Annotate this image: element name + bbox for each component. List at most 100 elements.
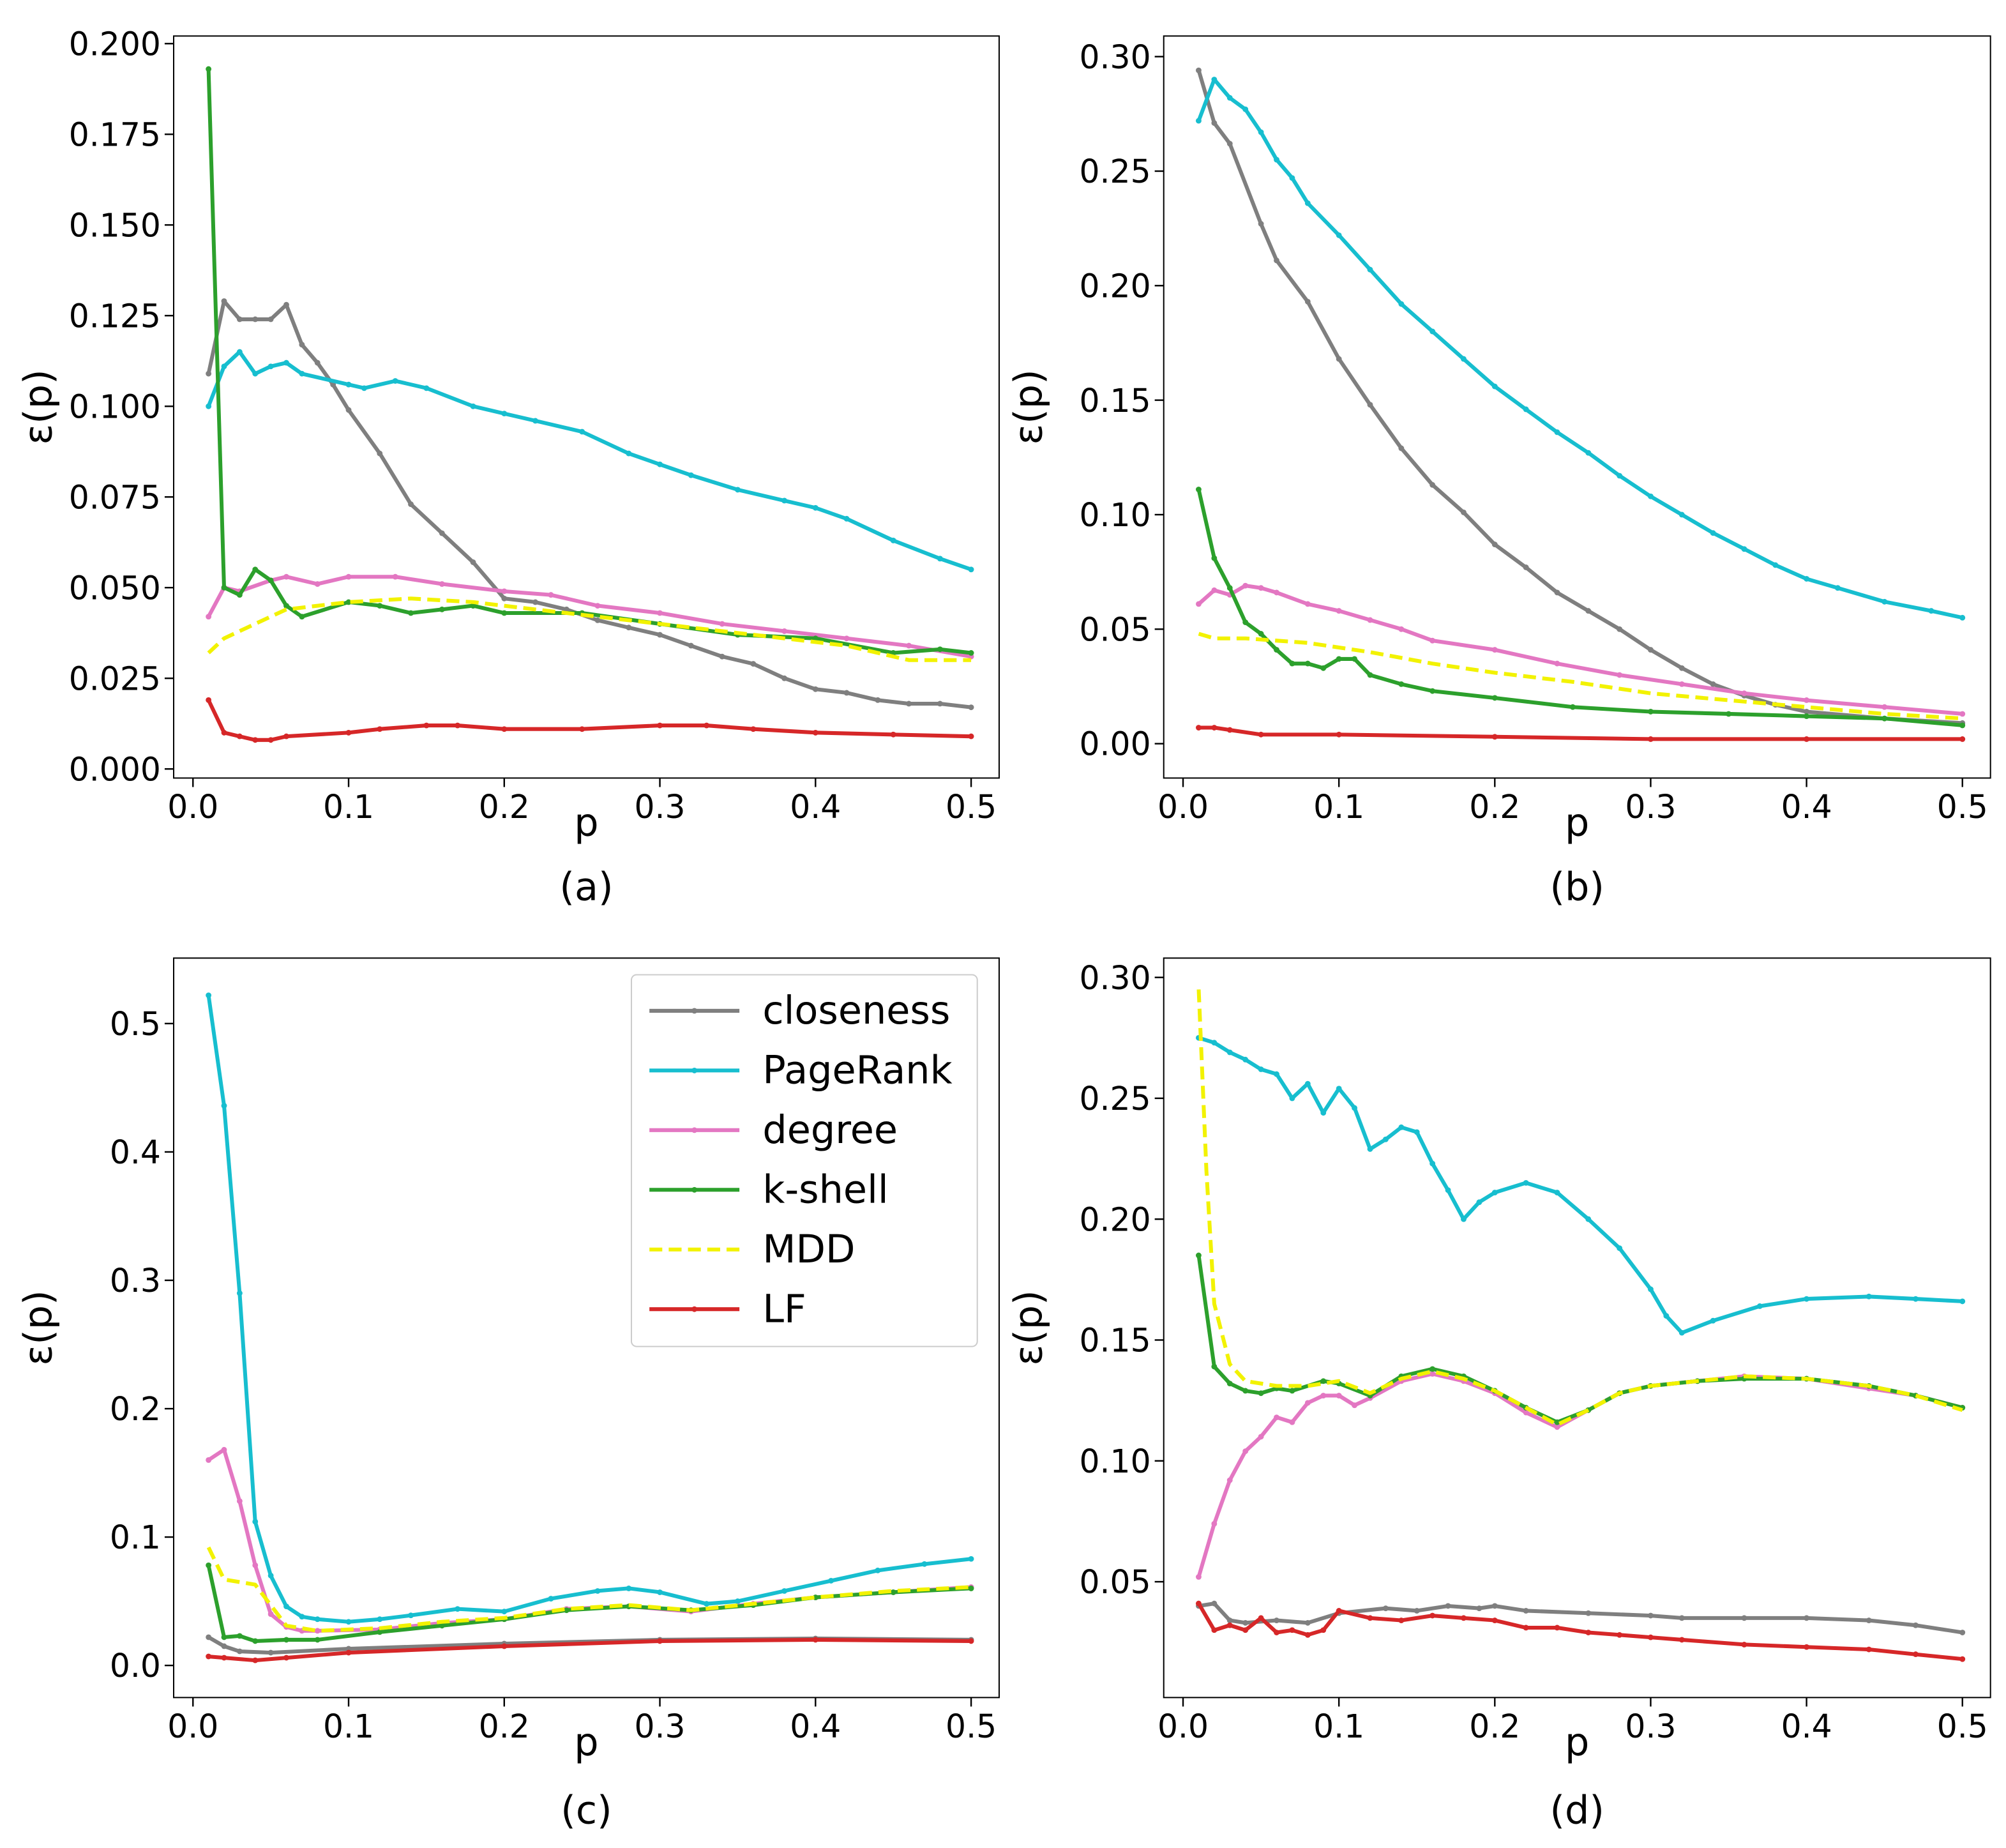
data-point-closeness bbox=[1804, 1615, 1810, 1621]
data-point-pagerank bbox=[236, 349, 243, 355]
data-point-pagerank bbox=[532, 418, 538, 424]
data-point-lf bbox=[1461, 1615, 1467, 1621]
data-point-pagerank bbox=[890, 537, 896, 543]
data-point-closeness bbox=[1491, 1603, 1498, 1609]
data-point-k-shell bbox=[1648, 708, 1654, 715]
data-point-pagerank bbox=[268, 1572, 274, 1579]
subplot-d: 0.0 0.1 0.2 0.3 0.4 0.5 0.05 0.10 0.15 0.20 0.25 0.… bbox=[1006, 957, 1991, 1833]
data-point-degree bbox=[548, 592, 554, 598]
data-point-k-shell bbox=[1320, 665, 1327, 671]
data-point-degree bbox=[1226, 1477, 1233, 1483]
data-point-lf bbox=[890, 731, 896, 738]
data-point-lf bbox=[1491, 1617, 1498, 1624]
x-tick-label: 0.2 bbox=[1469, 1708, 1520, 1745]
data-point-degree bbox=[1336, 608, 1342, 614]
x-tick-label: 0.4 bbox=[790, 788, 841, 826]
data-point-closeness bbox=[1648, 1612, 1654, 1619]
data-point-pagerank bbox=[1663, 1313, 1670, 1319]
data-point-lf bbox=[968, 1638, 974, 1644]
data-point-closeness bbox=[781, 675, 787, 681]
data-point-closeness bbox=[1211, 120, 1218, 126]
data-point-k-shell bbox=[1289, 1388, 1295, 1394]
data-point-pagerank bbox=[1274, 156, 1279, 163]
data-point-closeness bbox=[268, 1649, 274, 1656]
data-point-closeness bbox=[1741, 1615, 1747, 1621]
data-point-closeness bbox=[1304, 1619, 1311, 1626]
data-point-pagerank bbox=[1211, 77, 1218, 82]
data-point-closeness bbox=[1523, 1608, 1529, 1614]
data-point-pagerank bbox=[1648, 1286, 1654, 1292]
data-point-degree bbox=[594, 603, 601, 609]
data-point-pagerank bbox=[875, 1567, 881, 1573]
x-tick-label: 0.3 bbox=[1625, 788, 1676, 826]
data-point-lf bbox=[1429, 1612, 1436, 1619]
data-point-closeness bbox=[1445, 1603, 1451, 1609]
data-point-closeness bbox=[1554, 589, 1560, 596]
data-point-lf bbox=[252, 1657, 259, 1663]
data-point-k-shell bbox=[377, 603, 383, 609]
subplot-a: 0.0 0.1 0.2 0.3 0.4 0.5 0.000 0.025 0.050 0.075 0.… bbox=[17, 25, 1000, 910]
data-point-degree bbox=[1429, 1371, 1436, 1377]
series-line-lf bbox=[1198, 725, 1963, 741]
series-line-pagerank bbox=[206, 995, 972, 1624]
y-tick-label: 0.100 bbox=[69, 388, 161, 425]
y-tick-label: 0.05 bbox=[1080, 610, 1151, 648]
data-point-degree bbox=[1336, 1393, 1342, 1398]
data-point-lf bbox=[268, 737, 274, 743]
data-point-closeness bbox=[1959, 1630, 1966, 1635]
legend-label: degree bbox=[762, 1108, 898, 1153]
data-point-lf bbox=[345, 729, 352, 736]
data-point-lf bbox=[283, 1655, 289, 1661]
data-point-k-shell bbox=[314, 1637, 321, 1643]
data-point-k-shell bbox=[377, 1629, 383, 1635]
y-tick-label: 0.15 bbox=[1080, 1322, 1151, 1359]
data-point-pagerank bbox=[735, 487, 741, 493]
data-point-pagerank bbox=[1445, 1187, 1451, 1193]
data-point-closeness bbox=[1913, 1622, 1919, 1628]
data-point-degree bbox=[1882, 704, 1888, 710]
data-point-pagerank bbox=[626, 1586, 632, 1591]
data-point-closeness bbox=[283, 301, 289, 308]
data-point-closeness bbox=[1476, 1605, 1482, 1612]
axes-frame bbox=[173, 35, 1000, 779]
data-point-lf bbox=[1258, 1615, 1264, 1621]
data-point-k-shell bbox=[1320, 1378, 1327, 1384]
data-point-k-shell bbox=[1289, 660, 1295, 667]
subplot-c: 0.0 0.1 0.2 0.3 0.4 0.5 0.0 0.1 0.2 0.3 0.4 0.5 p ε(p… bbox=[17, 957, 1000, 1833]
data-point-pagerank bbox=[1242, 106, 1249, 112]
data-point-closeness bbox=[1226, 140, 1233, 147]
data-point-closeness bbox=[1617, 626, 1623, 632]
data-point-pagerank bbox=[252, 370, 259, 377]
x-tick-label: 0.1 bbox=[1313, 788, 1364, 826]
data-point-lf bbox=[1804, 736, 1810, 742]
data-point-degree bbox=[392, 573, 398, 580]
data-point-pagerank bbox=[1211, 1040, 1218, 1046]
data-point-degree bbox=[1195, 1574, 1202, 1580]
series-line-mdd bbox=[1196, 989, 1963, 1427]
data-point-lf bbox=[1585, 1630, 1592, 1635]
data-point-pagerank bbox=[221, 363, 227, 370]
data-point-k-shell bbox=[1429, 688, 1436, 694]
x-axis-label: p bbox=[1565, 1720, 1589, 1765]
data-point-degree bbox=[252, 1562, 259, 1568]
data-point-degree bbox=[1258, 1434, 1264, 1440]
data-point-degree bbox=[1491, 647, 1498, 653]
data-point-lf bbox=[377, 726, 383, 732]
data-point-pagerank bbox=[1414, 1129, 1420, 1135]
series-group bbox=[206, 992, 974, 1663]
data-point-pagerank bbox=[1804, 1296, 1810, 1302]
data-point-closeness bbox=[1585, 1610, 1592, 1616]
data-point-closeness bbox=[1242, 1619, 1249, 1626]
data-point-pagerank bbox=[548, 1596, 554, 1602]
y-tick-label: 0.00 bbox=[1080, 725, 1151, 763]
data-point-lf bbox=[236, 733, 243, 739]
data-point-lf bbox=[1336, 1608, 1342, 1614]
data-point-pagerank bbox=[1491, 383, 1498, 390]
axes-frame bbox=[1163, 35, 1991, 779]
data-point-pagerank bbox=[1429, 1160, 1436, 1167]
data-point-lf bbox=[812, 729, 818, 736]
x-axis-label: p bbox=[1565, 801, 1589, 845]
data-point-pagerank bbox=[392, 378, 398, 384]
data-point-k-shell bbox=[252, 1638, 259, 1644]
x-tick-label: 0.2 bbox=[1469, 788, 1520, 826]
